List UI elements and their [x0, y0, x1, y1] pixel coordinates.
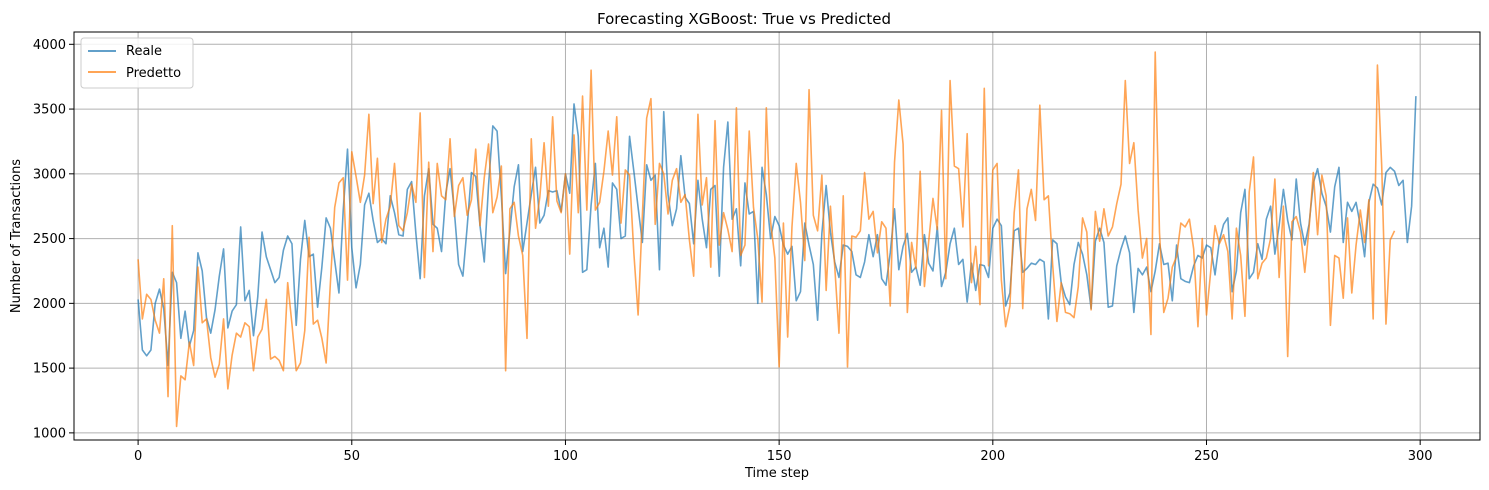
x-axis-ticks: 0 50 100 150 200 250 300 — [134, 440, 1433, 464]
x-tick-label: 250 — [1194, 449, 1219, 464]
x-tick-label: 100 — [553, 449, 578, 464]
legend: Reale Predetto — [80, 37, 194, 89]
x-tick-label: 200 — [980, 449, 1005, 464]
legend-label-predetto: Predetto — [126, 66, 181, 81]
series-line-predetto — [137, 51, 1396, 428]
y-axis-label: Number of Transactions — [9, 159, 24, 313]
y-tick-label: 1000 — [33, 426, 66, 441]
x-tick-label: 300 — [1408, 449, 1433, 464]
y-tick-label: 1500 — [33, 362, 66, 377]
gridlines — [74, 32, 1480, 440]
plot-frame — [73, 31, 1481, 441]
y-axis-ticks: 1000 1500 2000 2500 3000 3500 4000 — [33, 38, 74, 441]
chart-title: Forecasting XGBoost: True vs Predicted — [597, 10, 891, 28]
x-tick-label: 0 — [134, 449, 142, 464]
y-tick-label: 2500 — [33, 232, 66, 247]
y-tick-label: 2000 — [33, 297, 66, 312]
y-tick-label: 3500 — [33, 103, 66, 118]
y-tick-label: 4000 — [33, 38, 66, 53]
series-lines — [137, 51, 1417, 428]
legend-label-reale: Reale — [126, 44, 162, 59]
x-axis-label: Time step — [744, 466, 809, 481]
y-tick-label: 3000 — [33, 167, 66, 182]
x-tick-label: 150 — [767, 449, 792, 464]
x-tick-label: 50 — [344, 449, 361, 464]
